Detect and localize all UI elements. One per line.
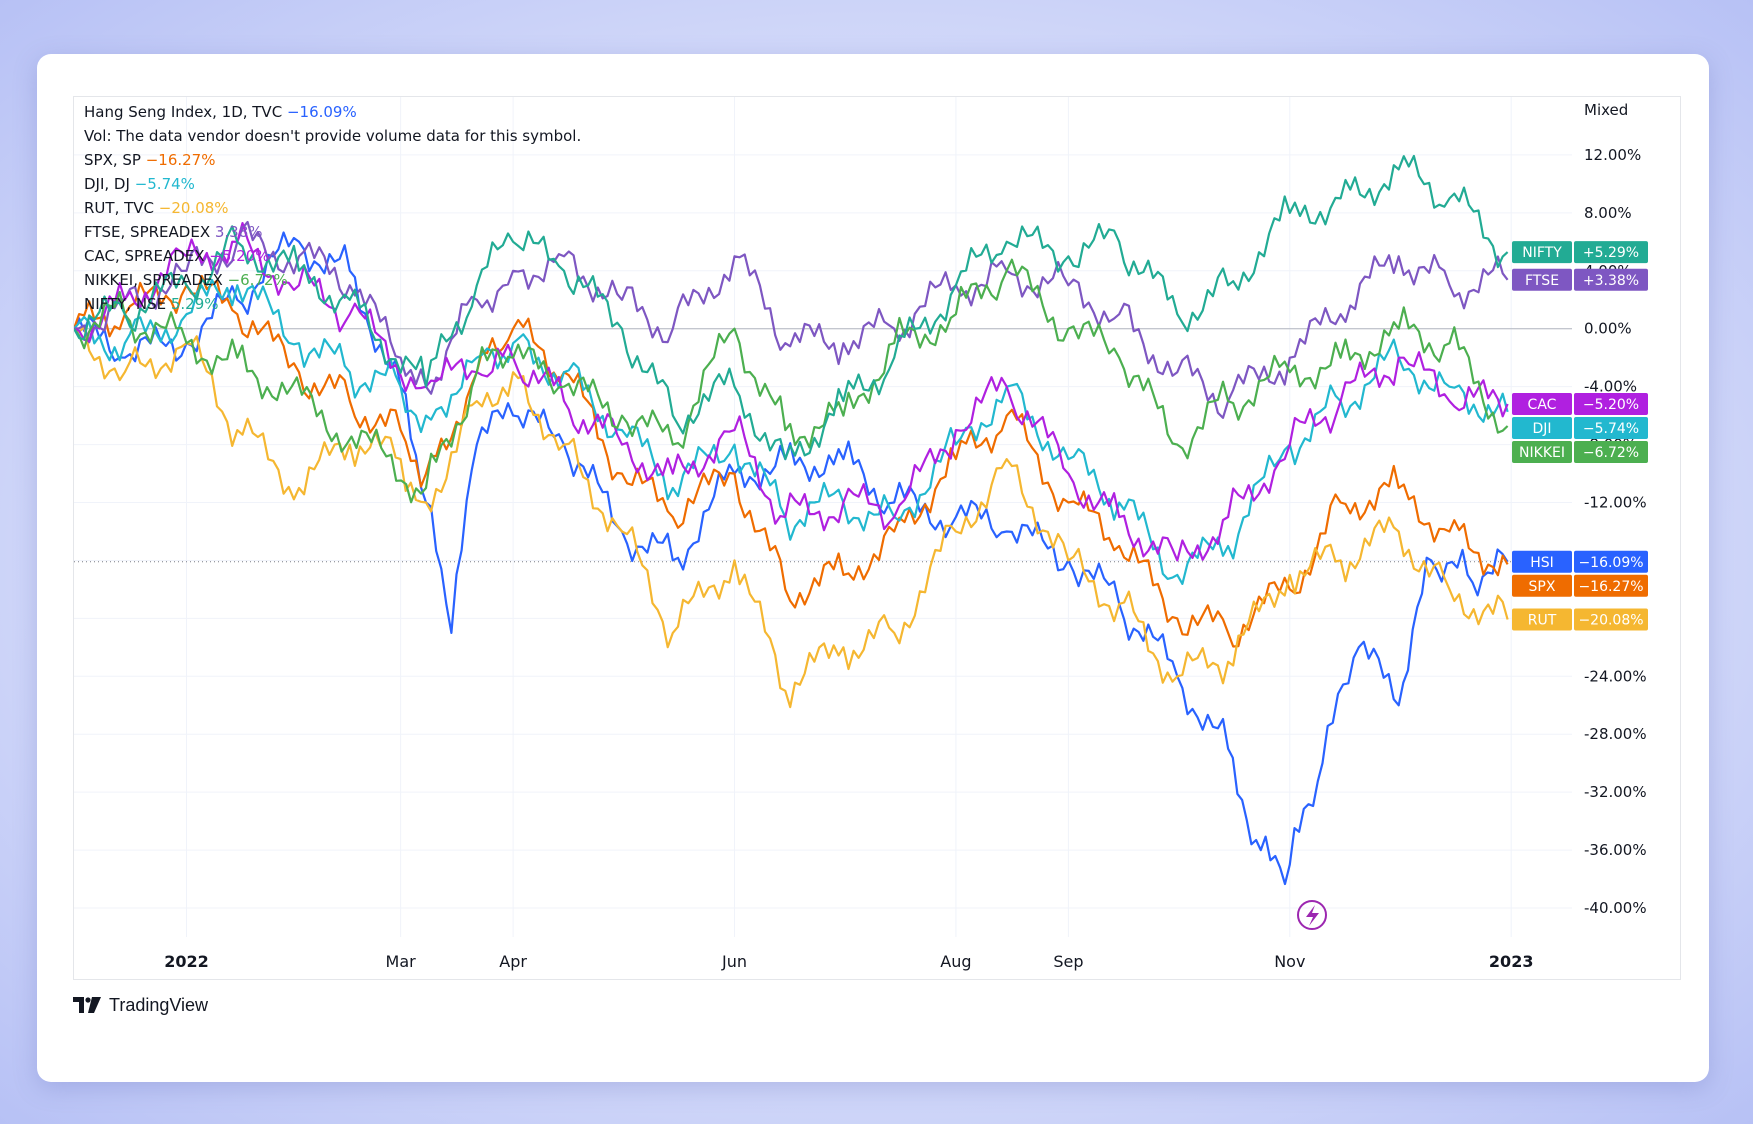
x-tick-label: 2022 xyxy=(164,952,209,971)
legend-value: −20.08% xyxy=(159,199,229,217)
legend-value: −5.20% xyxy=(209,247,269,265)
brand-name[interactable]: TradingView xyxy=(109,994,209,1015)
legend-value: −5.74% xyxy=(135,175,195,193)
price-label-spx: SPX −16.27% xyxy=(1512,574,1648,597)
y-tick-label: -36.00% xyxy=(1584,841,1647,859)
legend-item[interactable]: NIFTY, NSE 5.29% xyxy=(84,295,219,313)
price-label-value: +3.38% xyxy=(1583,273,1639,289)
x-tick-label: Jun xyxy=(721,952,747,971)
legend-item[interactable]: Vol: The data vendor doesn't provide vol… xyxy=(84,127,581,145)
price-label-symbol-bg xyxy=(1512,608,1572,631)
y-tick-label: -12.00% xyxy=(1584,494,1647,512)
price-label-ftse: FTSE +3.38% xyxy=(1512,268,1648,291)
price-label-value: −16.27% xyxy=(1578,579,1643,595)
y-tick-label: -4.00% xyxy=(1584,378,1637,396)
price-label-value-bg xyxy=(1574,268,1648,291)
price-label-symbol: NIKKEI xyxy=(1519,445,1565,461)
price-label-value-bg xyxy=(1574,393,1648,416)
price-label-value-bg xyxy=(1574,241,1648,264)
price-label-symbol-bg xyxy=(1512,241,1572,264)
legend-value: 3.38% xyxy=(215,223,263,241)
x-tick-label: Apr xyxy=(499,952,527,971)
price-label-hsi: HSI −16.09% xyxy=(1512,550,1648,573)
x-tick-label: Aug xyxy=(940,952,971,971)
price-label-cac: CAC −5.20% xyxy=(1512,393,1648,416)
x-tick-label: Sep xyxy=(1053,952,1083,971)
price-label-value: −16.09% xyxy=(1578,555,1643,571)
legend-item[interactable]: NIKKEI, SPREADEX −6.72% xyxy=(84,271,288,289)
legend-item[interactable]: CAC, SPREADEX −5.20% xyxy=(84,247,270,265)
legend-item[interactable]: SPX, SP −16.27% xyxy=(84,151,215,169)
x-tick-label: 2023 xyxy=(1489,952,1534,971)
series-line-ftse xyxy=(73,220,1509,419)
price-label-value-bg xyxy=(1574,441,1648,464)
legend-value: −16.09% xyxy=(287,103,357,121)
price-label-symbol: NIFTY xyxy=(1522,245,1562,261)
series-line-dji xyxy=(73,278,1509,585)
price-label-value: −5.20% xyxy=(1583,397,1639,413)
lightning-icon-ring xyxy=(1297,900,1327,930)
price-label-nifty: NIFTY +5.29% xyxy=(1512,241,1648,264)
price-label-value-bg xyxy=(1574,574,1648,597)
series-line-rut xyxy=(73,325,1509,709)
chart-canvas[interactable]: Hang Seng Index, 1D, TVC −16.09% Vol: The… xyxy=(72,97,1680,979)
price-label-value: −20.08% xyxy=(1578,613,1643,629)
price-label-nikkei: NIKKEI −6.72% xyxy=(1512,441,1648,464)
legend-value: 5.29% xyxy=(171,295,219,313)
price-label-value: −5.74% xyxy=(1583,421,1639,437)
y-tick-label: -24.00% xyxy=(1584,667,1647,685)
price-label-symbol-bg xyxy=(1512,441,1572,464)
lightning-icon[interactable] xyxy=(1297,900,1327,930)
grid-lines xyxy=(74,97,1572,937)
legend-item[interactable]: FTSE, SPREADEX 3.38% xyxy=(84,223,263,241)
price-label-symbol: RUT xyxy=(1528,613,1557,629)
y-tick-label: -28.00% xyxy=(1584,725,1647,743)
price-label-symbol: DJI xyxy=(1532,421,1551,437)
price-label-symbol: HSI xyxy=(1530,555,1554,571)
chart-frame: Hang Seng Index, 1D, TVC −16.09% Vol: The… xyxy=(72,96,1681,980)
price-label-value: −6.72% xyxy=(1583,445,1639,461)
lightning-icon-bolt xyxy=(1306,905,1319,926)
price-label-value-bg xyxy=(1574,608,1648,631)
price-label-value: +5.29% xyxy=(1583,245,1639,261)
tradingview-logo-icon[interactable] xyxy=(73,997,101,1013)
x-tick-label: Mar xyxy=(386,952,417,971)
price-label-value-bg xyxy=(1574,550,1648,573)
price-label-rut: RUT −20.08% xyxy=(1512,608,1648,631)
series-line-spx xyxy=(72,274,1509,648)
x-tick-label: Nov xyxy=(1274,952,1305,971)
y-tick-label: -40.00% xyxy=(1584,899,1647,917)
series-line-hsi xyxy=(73,231,1509,886)
y-tick-label: -32.00% xyxy=(1584,783,1647,801)
price-label-symbol-bg xyxy=(1512,550,1572,573)
price-label-dji: DJI −5.74% xyxy=(1512,417,1648,440)
legend-value: −16.27% xyxy=(146,151,216,169)
series-line-nikkei xyxy=(73,258,1509,504)
price-label-symbol: SPX xyxy=(1529,579,1556,595)
scale-mode-label[interactable]: Mixed xyxy=(1584,101,1628,119)
price-label-symbol-bg xyxy=(1512,574,1572,597)
legend-value: −6.72% xyxy=(228,271,288,289)
price-label-symbol: FTSE xyxy=(1525,273,1559,289)
legend-item[interactable]: Hang Seng Index, 1D, TVC −16.09% xyxy=(84,103,357,121)
series-lines xyxy=(72,154,1509,886)
y-tick-label: 8.00% xyxy=(1584,204,1632,222)
price-label-symbol: CAC xyxy=(1528,397,1557,413)
series-line-nifty xyxy=(73,154,1509,461)
price-label-symbol-bg xyxy=(1512,268,1572,291)
legend-item[interactable]: RUT, TVC −20.08% xyxy=(84,199,229,217)
price-label-symbol-bg xyxy=(1512,417,1572,440)
footer: TradingView xyxy=(73,990,208,1020)
y-tick-label: 12.00% xyxy=(1584,146,1641,164)
price-label-value-bg xyxy=(1574,417,1648,440)
time-axis: 2022 Mar Apr Jun Aug Sep Nov 2023 xyxy=(164,952,1533,971)
price-label-symbol-bg xyxy=(1512,393,1572,416)
legend-item[interactable]: DJI, DJ −5.74% xyxy=(84,175,195,193)
legend: Hang Seng Index, 1D, TVC −16.09% Vol: The… xyxy=(84,103,581,313)
price-axis: 12.00%8.00%4.00%0.00%-4.00%-8.00%-12.00%… xyxy=(1584,101,1647,917)
y-tick-label: 0.00% xyxy=(1584,320,1632,338)
price-labels: NIFTY +5.29% FTSE +3.38% CAC −5.20% DJI −5.74% N… xyxy=(1512,241,1648,631)
